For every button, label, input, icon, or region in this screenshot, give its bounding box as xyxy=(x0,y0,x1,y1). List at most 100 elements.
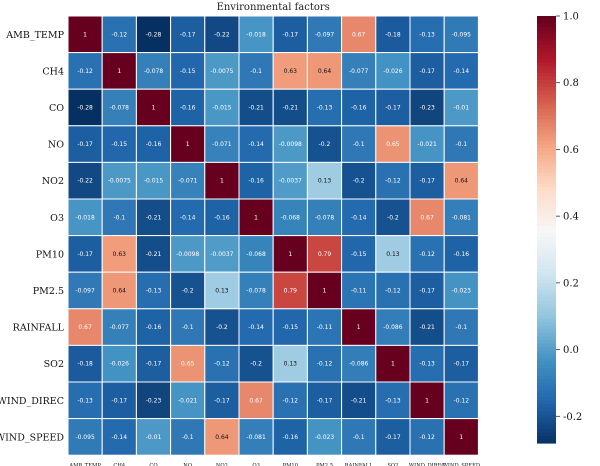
cell-value-label: -0.12 xyxy=(385,288,401,295)
colorbar-segment xyxy=(537,257,556,263)
colorbar-segment xyxy=(537,332,556,337)
column-label: O3 xyxy=(252,463,260,466)
cell-value-label: -0.16 xyxy=(214,214,230,221)
column-label: PM2.5 xyxy=(316,463,333,466)
heatmap-cell xyxy=(67,235,103,273)
cell-value-label: -0.097 xyxy=(75,288,95,295)
colorbar-segment xyxy=(537,272,556,277)
cell-value-label: -0.13 xyxy=(77,397,93,404)
cell-value-label: -0.18 xyxy=(385,31,401,38)
cell-value-label: -0.021 xyxy=(417,141,437,148)
cell-value-label: -0.1 xyxy=(182,434,194,441)
heatmap-cell xyxy=(204,235,240,273)
column-label: WIND_DIREC xyxy=(409,463,446,466)
cell-value-label: 0.64 xyxy=(318,68,332,75)
heatmap-cell xyxy=(409,52,445,90)
cell-value-label: 1 xyxy=(117,68,121,75)
cell-value-label: -0.17 xyxy=(283,31,299,38)
heatmap-cell xyxy=(272,52,308,90)
column-label: CO xyxy=(149,463,157,466)
cell-value-label: -0.18 xyxy=(77,361,93,368)
heatmap-cell xyxy=(101,15,137,54)
cell-value-label: -0.11 xyxy=(351,288,367,295)
cell-value-label: -0.28 xyxy=(77,105,93,112)
colorbar-segment xyxy=(537,329,556,334)
cell-value-label: 0.63 xyxy=(284,68,298,75)
colorbar-segment xyxy=(537,211,556,216)
colorbar-segment xyxy=(537,325,556,330)
row-label: O3 xyxy=(50,213,64,224)
cell-value-label: -0.1 xyxy=(353,434,365,441)
heatmap-cell xyxy=(135,308,172,346)
colorbar-segment xyxy=(537,393,556,398)
cell-value-label: 1 xyxy=(152,105,156,112)
colorbar-tick-label: 0.0 xyxy=(563,345,579,356)
colorbar-segment xyxy=(537,104,556,110)
heatmap-cell xyxy=(443,52,479,90)
colorbar-segment xyxy=(537,410,556,416)
colorbar-segment xyxy=(537,250,556,256)
colorbar-segment xyxy=(537,169,556,174)
cell-value-label: -0.12 xyxy=(283,397,299,404)
heatmap-cells: 1 -0.12 -0.28 -0.17 -0.22 -0.018 -0.17 -0.097 0.… xyxy=(67,15,479,456)
colorbar-segment xyxy=(537,322,556,327)
heatmap-cell xyxy=(272,198,308,237)
cell-value-label: -0.17 xyxy=(214,397,230,404)
cell-value-label: -0.17 xyxy=(112,397,128,404)
colorbar-segment xyxy=(537,44,556,49)
cell-value-label: -0.018 xyxy=(246,31,266,38)
colorbar-segment xyxy=(537,201,556,206)
colorbar-segment xyxy=(537,80,556,85)
colorbar-segment xyxy=(537,222,556,227)
cell-value-label: -0.12 xyxy=(112,31,128,38)
colorbar-segment xyxy=(537,407,556,412)
heatmap-cell xyxy=(238,52,274,90)
colorbar-segment xyxy=(537,236,556,241)
heatmap-cell xyxy=(272,381,308,420)
cell-value-label: 0.13 xyxy=(318,178,332,185)
colorbar-segment xyxy=(537,183,556,188)
heatmap-cell xyxy=(306,15,343,54)
colorbar-segment xyxy=(537,72,556,78)
heatmap-cell xyxy=(443,88,479,127)
heatmap-cell xyxy=(409,381,445,420)
colorbar-segment xyxy=(537,289,556,295)
colorbar-segment xyxy=(537,354,556,359)
colorbar-segment xyxy=(537,40,556,46)
colorbar: 1.0 0.8 0.6 0.4 0.2 0.0 -0.2 xyxy=(537,12,582,444)
cell-value-label: 1 xyxy=(459,434,463,441)
colorbar-segment xyxy=(537,37,556,42)
heatmap-cell xyxy=(443,198,479,237)
column-label: PM10 xyxy=(283,463,298,466)
colorbar-segment xyxy=(537,386,556,391)
colorbar-segment xyxy=(537,154,556,159)
heatmap-cell xyxy=(409,344,445,383)
heatmap-cell xyxy=(67,125,103,163)
colorbar-segment xyxy=(537,218,556,223)
cell-value-label: -0.22 xyxy=(214,31,230,38)
heatmap-cell xyxy=(409,418,445,456)
heatmap-cell xyxy=(272,235,308,273)
cell-value-label: -0.015 xyxy=(212,105,232,112)
colorbar-segment xyxy=(537,336,556,341)
cell-value-label: -0.16 xyxy=(146,324,162,331)
colorbar-segment xyxy=(537,432,556,437)
colorbar-segment xyxy=(537,396,556,401)
colorbar-segment xyxy=(537,439,556,444)
heatmap-cell xyxy=(135,271,172,310)
cell-value-label: -0.097 xyxy=(315,31,335,38)
cell-value-label: -0.11 xyxy=(317,324,333,331)
cell-value-label: 1 xyxy=(220,178,224,185)
cell-value-label: -0.17 xyxy=(180,31,196,38)
colorbar-segment xyxy=(537,435,556,441)
cell-value-label: -0.12 xyxy=(419,434,435,441)
colorbar-segment xyxy=(537,90,556,95)
heatmap-cell xyxy=(67,308,103,346)
cell-value-label: -0.12 xyxy=(214,361,230,368)
heatmap-cell xyxy=(306,198,343,237)
colorbar-tick-label: 0.4 xyxy=(563,212,579,223)
row-label: PM10 xyxy=(36,249,64,260)
cell-value-label: -0.015 xyxy=(144,178,164,185)
cell-value-label: -0.086 xyxy=(349,361,369,368)
